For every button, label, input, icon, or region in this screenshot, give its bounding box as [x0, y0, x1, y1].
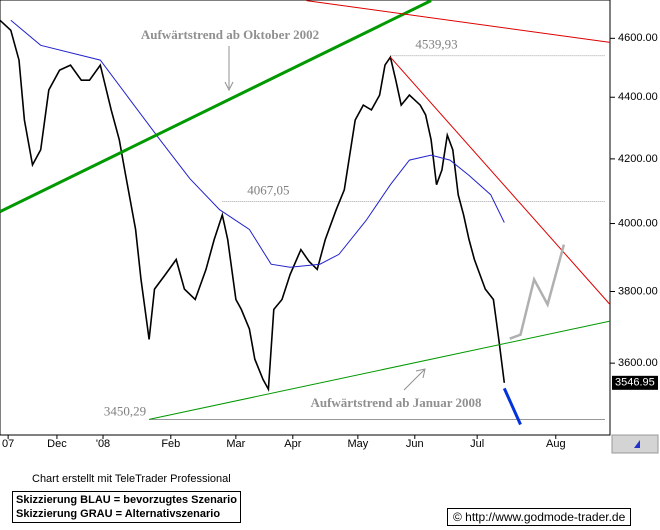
chart: Aufwärtstrend ab Oktober 2002 Aufwärtstr…: [0, 0, 659, 454]
y-tick-label: 4400.00: [618, 91, 658, 103]
y-tick-label: 4200.00: [618, 153, 658, 165]
x-tick-label: Jun: [406, 438, 424, 450]
level-label: 4067,05: [247, 182, 289, 197]
credit: Chart erstellt mit TeleTrader Profession…: [32, 473, 231, 485]
arrow: [224, 46, 234, 92]
legend-grey: Skizzierung GRAU = Alternativszenario: [16, 508, 221, 520]
series-line: [306, 0, 611, 43]
legend-box: Skizzierung BLAU = bevorzugtes Szenario …: [12, 491, 241, 523]
series-line: [502, 387, 522, 426]
x-tick-label: Apr: [284, 438, 301, 450]
last-value-label: 3546.95: [615, 377, 655, 389]
plot-frame: [0, 0, 611, 436]
annotation: Aufwärtstrend ab Oktober 2002: [141, 27, 319, 42]
arrow: [403, 368, 426, 391]
x-tick-label: Dec: [47, 438, 67, 450]
level-label: 4539,93: [415, 37, 457, 52]
level-label: 3450,29: [104, 403, 146, 418]
corner-panel: [611, 434, 659, 454]
series-line: [10, 19, 505, 268]
y-tick-label: 4000.00: [618, 217, 658, 229]
y-tick-label: 4600.00: [618, 32, 658, 44]
annotation: Aufwärtstrend ab Januar 2008: [310, 395, 482, 410]
series-line: [148, 320, 611, 420]
x-tick-label: May: [347, 438, 368, 450]
x-tick-label: '08: [96, 438, 110, 450]
x-tick-label: Mar: [226, 438, 245, 450]
y-tick-label: 3800.00: [618, 285, 658, 297]
x-tick-label: Aug: [546, 438, 566, 450]
corner-icon: [634, 440, 640, 448]
series-line: [0, 0, 432, 214]
series-line: [509, 244, 566, 340]
series-line: [0, 19, 506, 392]
legend-blue: Skizzierung BLAU = bevorzugtes Szenario: [16, 494, 237, 506]
last-value-box: [612, 375, 658, 390]
y-tick-label: 3600.00: [618, 357, 658, 369]
x-tick-label: 07: [2, 438, 14, 450]
series-line: [390, 56, 611, 305]
source: © http://www.godmode-trader.de: [447, 508, 632, 526]
x-tick-label: Jul: [470, 438, 484, 450]
x-tick-label: Feb: [161, 438, 180, 450]
